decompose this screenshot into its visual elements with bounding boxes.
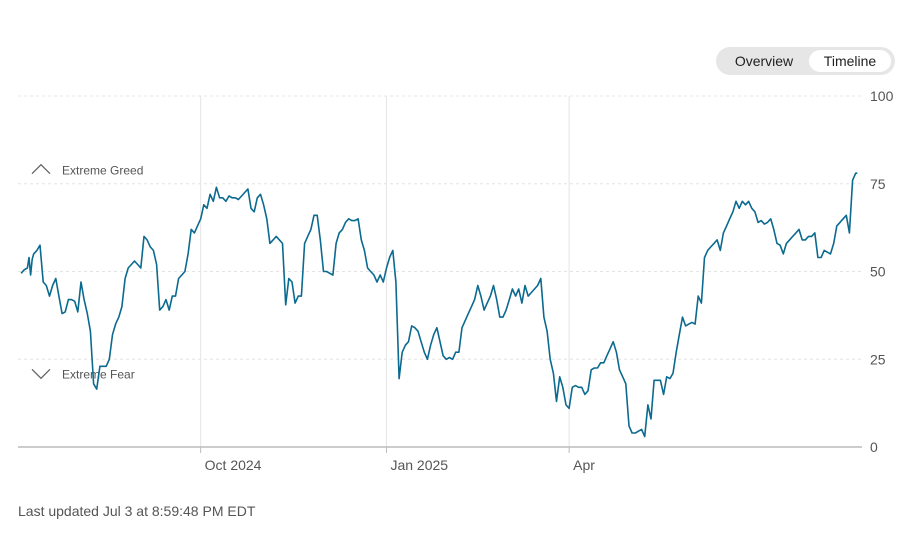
overview-tab[interactable]: Overview: [734, 53, 794, 69]
annotation-label: Extreme Greed: [62, 164, 143, 178]
last-updated-text: Last updated Jul 3 at 8:59:48 PM EDT: [18, 503, 256, 519]
y-tick-label: 75: [870, 176, 886, 192]
y-tick-label: 50: [870, 264, 886, 280]
x-tick-label: Apr: [573, 457, 595, 473]
y-tick-label: 0: [870, 439, 878, 455]
x-tick-label: Jan 2025: [390, 457, 448, 473]
fear-greed-chart: 0 25 50 75 100 Oct 2024 Jan 2025 Apr Extreme Gre…: [18, 88, 894, 473]
y-tick-label: 25: [870, 351, 886, 367]
chevron-up-icon: [31, 163, 51, 175]
view-toggle: Overview Timeline: [716, 47, 895, 75]
series-line: [20, 172, 858, 438]
y-tick-label: 100: [870, 88, 894, 104]
chevron-down-icon: [31, 368, 51, 380]
x-tick-label: Oct 2024: [205, 457, 262, 473]
timeline-tab[interactable]: Timeline: [809, 50, 891, 72]
